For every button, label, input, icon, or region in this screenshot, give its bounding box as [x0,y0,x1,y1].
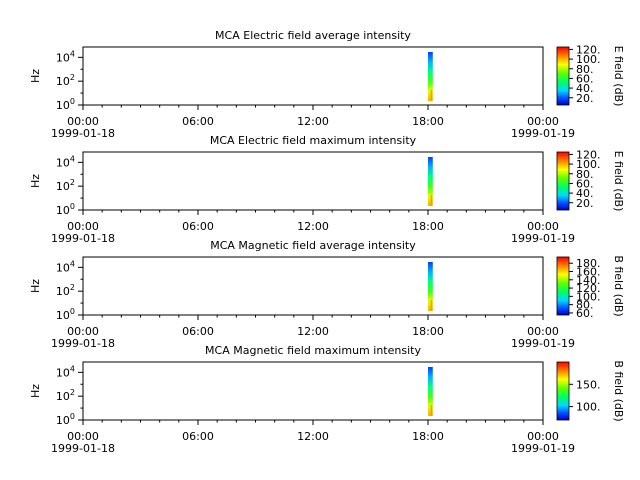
panel-title: MCA Electric field maximum intensity [210,134,417,147]
colorbar-tick-label: 40. [576,82,594,95]
y-tick-label: 100 [56,97,75,112]
colorbar-tick-label: 80. [576,63,594,76]
x-tick-label: 12:00 [297,325,329,338]
y-tick-label: 104 [56,49,75,64]
y-tick-label: 102 [56,73,75,88]
x-tick-label: 00:00 [67,325,99,338]
y-axis-label: Hz [29,69,42,83]
spectrogram-data-strip [428,262,433,311]
y-tick-label: 104 [56,364,75,379]
colorbar-label: B field (dB) [612,360,625,421]
colorbar-tick-label: 60. [576,307,594,320]
x-tick-label: 06:00 [182,115,214,128]
colorbar-tick-label: 20. [576,92,594,105]
spectrogram-low-freq-band [430,405,433,416]
panel-title: MCA Electric field average intensity [215,29,411,42]
x-date-label: 1999-01-18 [51,127,115,140]
x-tick-label: 06:00 [182,325,214,338]
panel-title: MCA Magnetic field maximum intensity [205,344,421,357]
spectrogram-data-strip [428,52,433,101]
colorbar-tick-label: 120. [576,43,601,56]
colorbar-tick-label: 100. [576,401,601,414]
x-date-label: 1999-01-18 [51,337,115,350]
spectrogram-data-strip [428,157,433,206]
y-tick-label: 102 [56,388,75,403]
x-date-label: 1999-01-19 [511,232,575,245]
y-axis-label: Hz [29,384,42,398]
y-tick-label: 100 [56,307,75,322]
colorbar-tick-label: 150. [576,378,601,391]
panel-1: MCA Electric field average intensity 00:0… [29,29,625,140]
colorbar-tick-label: 100. [576,158,601,171]
colorbar-tick-label: 100. [576,53,601,66]
x-tick-label: 00:00 [527,115,559,128]
x-tick-label: 00:00 [527,220,559,233]
x-tick-label: 18:00 [412,430,444,443]
spectrogram-low-freq-band [430,300,433,311]
colorbar-tick-label: 80. [576,299,594,312]
colorbar-tick-label: 180. [576,257,601,270]
plot-area [82,361,544,421]
y-tick-label: 102 [56,178,75,193]
colorbar-tick-label: 20. [576,197,594,210]
x-tick-label: 12:00 [297,115,329,128]
colorbar-tick-label: 120. [576,282,601,295]
x-tick-label: 18:00 [412,325,444,338]
colorbar-label: E field (dB) [612,151,625,212]
spectrogram-low-freq-band [430,195,433,206]
x-tick-label: 00:00 [67,220,99,233]
x-date-label: 1999-01-19 [511,442,575,455]
y-tick-label: 104 [56,154,75,169]
y-tick-label: 100 [56,412,75,427]
colorbar-tick-label: 160. [576,266,601,279]
y-tick-label: 102 [56,283,75,298]
x-tick-label: 12:00 [297,220,329,233]
colorbar-tick-label: 80. [576,168,594,181]
x-tick-label: 00:00 [527,325,559,338]
colorbar-label: E field (dB) [612,46,625,107]
x-date-label: 1999-01-19 [511,337,575,350]
x-tick-label: 18:00 [412,115,444,128]
colorbar-label: B field (dB) [612,255,625,316]
colorbar-tick-label: 140. [576,274,601,287]
x-tick-label: 06:00 [182,220,214,233]
x-tick-label: 06:00 [182,430,214,443]
y-tick-label: 100 [56,202,75,217]
panel-3: MCA Magnetic field average intensity 00:0… [29,239,625,350]
x-tick-label: 00:00 [67,430,99,443]
x-tick-label: 00:00 [67,115,99,128]
plot-area [82,256,544,316]
panel-2: MCA Electric field maximum intensity 00:0… [29,134,625,245]
panel-4: MCA Magnetic field maximum intensity 00:0… [29,344,625,455]
spectrogram-data-strip [428,367,433,416]
y-axis-label: Hz [29,279,42,293]
x-tick-label: 12:00 [297,430,329,443]
colorbar [556,361,570,421]
colorbar-tick-label: 120. [576,148,601,161]
x-date-label: 1999-01-18 [51,232,115,245]
x-tick-label: 00:00 [527,430,559,443]
colorbar-tick-label: 60. [576,177,594,190]
y-axis-label: Hz [29,174,42,188]
colorbar-tick-label: 100. [576,290,601,303]
colorbar [556,46,570,106]
plot-area [82,151,544,211]
x-date-label: 1999-01-18 [51,442,115,455]
colorbar-tick-label: 40. [576,187,594,200]
colorbar-tick-label: 60. [576,72,594,85]
colorbar [556,151,570,211]
plot-area [82,46,544,106]
spectrogram-low-freq-band [430,90,433,101]
x-date-label: 1999-01-19 [511,127,575,140]
colorbar [556,256,570,316]
x-tick-label: 18:00 [412,220,444,233]
y-tick-label: 104 [56,259,75,274]
panel-title: MCA Magnetic field average intensity [210,239,416,252]
